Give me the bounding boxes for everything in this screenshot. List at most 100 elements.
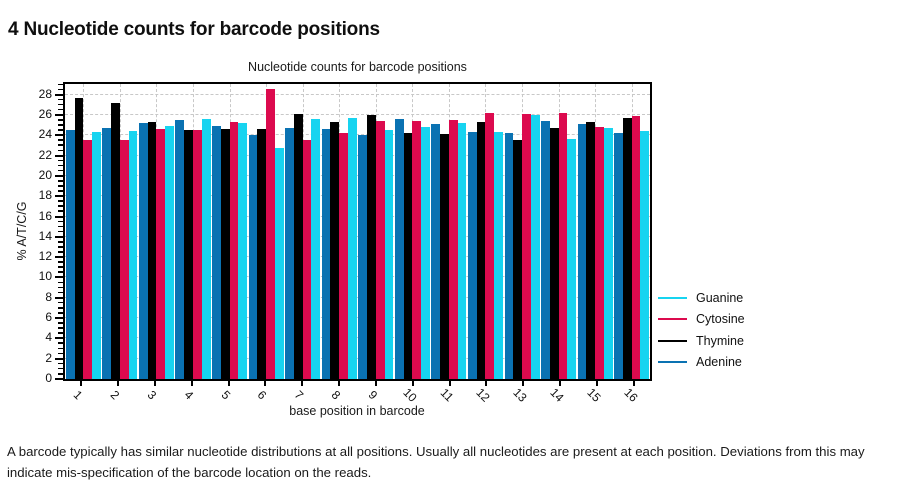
gridline-horizontal bbox=[65, 357, 650, 359]
y-tick-label: 18 bbox=[38, 188, 52, 203]
bar-cytosine-2 bbox=[119, 140, 129, 379]
bar-adenine-5 bbox=[212, 126, 221, 379]
bar-cytosine-6 bbox=[266, 88, 275, 379]
x-tick bbox=[227, 381, 230, 386]
x-tick bbox=[522, 381, 525, 386]
gridline-horizontal bbox=[65, 154, 650, 156]
y-minor-tick bbox=[58, 210, 63, 213]
bar-guanine-4 bbox=[201, 119, 211, 379]
y-tick bbox=[55, 195, 63, 198]
bar-guanine-6 bbox=[274, 148, 284, 379]
bar-cytosine-7 bbox=[302, 140, 312, 379]
bar-group-13 bbox=[504, 84, 541, 379]
y-tick-label: 0 bbox=[45, 371, 52, 385]
x-tick bbox=[448, 381, 451, 386]
x-tick-label: 1 bbox=[71, 387, 86, 403]
y-minor-tick bbox=[58, 124, 63, 126]
bar-group-16 bbox=[613, 84, 650, 379]
gridline-horizontal bbox=[65, 276, 650, 278]
bar-guanine-14 bbox=[567, 139, 577, 379]
y-tick bbox=[55, 235, 63, 238]
x-tick-label: 15 bbox=[584, 385, 604, 405]
x-tick-label: 3 bbox=[144, 387, 160, 403]
bar-cytosine-8 bbox=[339, 133, 348, 379]
y-minor-tick bbox=[58, 200, 63, 202]
bar-guanine-5 bbox=[238, 123, 248, 379]
y-tick-label: 4 bbox=[45, 330, 52, 345]
bar-thymine-16 bbox=[622, 118, 632, 379]
bar-group-9 bbox=[358, 84, 395, 379]
y-minor-tick bbox=[58, 251, 63, 253]
y-tick-label: 14 bbox=[38, 228, 52, 243]
bar-adenine-13 bbox=[504, 133, 514, 379]
y-tick-label: 20 bbox=[38, 167, 52, 182]
bar-adenine-11 bbox=[431, 124, 441, 379]
y-tick bbox=[55, 154, 63, 157]
legend-label: Adenine bbox=[696, 355, 742, 370]
gridline-horizontal bbox=[65, 256, 650, 258]
gridline-horizontal bbox=[65, 195, 650, 197]
bar-guanine-13 bbox=[530, 114, 540, 379]
bar-group-10 bbox=[394, 84, 431, 379]
y-axis-label: % A/T/C/G bbox=[15, 201, 29, 261]
bar-group-7 bbox=[284, 84, 321, 379]
bar-adenine-10 bbox=[394, 119, 404, 379]
y-minor-tick bbox=[58, 88, 63, 91]
x-tick bbox=[411, 381, 414, 386]
bar-thymine-8 bbox=[330, 122, 340, 379]
y-minor-tick bbox=[58, 108, 63, 111]
bar-group-12 bbox=[467, 84, 504, 379]
bar-thymine-13 bbox=[513, 140, 523, 379]
y-minor-tick bbox=[58, 372, 63, 375]
bar-cytosine-14 bbox=[558, 112, 568, 379]
bar-group-14 bbox=[540, 84, 577, 379]
bar-cytosine-4 bbox=[192, 130, 202, 379]
bar-cytosine-12 bbox=[485, 112, 495, 379]
y-minor-tick bbox=[58, 185, 63, 187]
y-minor-tick bbox=[58, 98, 63, 101]
x-tick-label: 13 bbox=[510, 385, 530, 405]
y-tick bbox=[55, 113, 63, 116]
x-tick-label: 14 bbox=[547, 385, 567, 405]
y-minor-tick bbox=[58, 342, 63, 345]
y-tick-label: 28 bbox=[38, 86, 52, 101]
bar-adenine-9 bbox=[358, 135, 368, 379]
x-tick-label: 11 bbox=[437, 385, 456, 405]
y-minor-tick bbox=[58, 362, 63, 365]
bar-adenine-6 bbox=[248, 135, 258, 379]
y-minor-tick bbox=[58, 306, 63, 309]
bar-cytosine-3 bbox=[156, 129, 166, 379]
y-minor-tick bbox=[58, 139, 63, 141]
bar-guanine-12 bbox=[494, 132, 503, 379]
x-tick bbox=[338, 381, 341, 386]
bar-guanine-3 bbox=[165, 126, 174, 379]
bar-adenine-14 bbox=[541, 121, 550, 379]
bar-thymine-3 bbox=[147, 122, 157, 379]
legend: Guanine Cytosine Thymine Adenine bbox=[658, 287, 745, 373]
y-minor-tick bbox=[58, 169, 63, 172]
bar-cytosine-13 bbox=[522, 113, 531, 379]
x-tick-label: 12 bbox=[473, 385, 494, 405]
bar-thymine-11 bbox=[440, 134, 449, 379]
bar-group-1 bbox=[65, 84, 102, 379]
bar-guanine-9 bbox=[384, 130, 394, 379]
bar-cytosine-9 bbox=[375, 121, 385, 379]
y-minor-tick bbox=[58, 225, 63, 228]
x-tick-label: 8 bbox=[328, 387, 344, 403]
gridline-horizontal bbox=[65, 134, 650, 136]
y-minor-tick bbox=[58, 220, 63, 223]
x-tick-label: 9 bbox=[365, 387, 381, 403]
gridline-horizontal bbox=[65, 235, 650, 237]
y-minor-tick bbox=[58, 367, 63, 370]
legend-swatch-guanine bbox=[658, 296, 687, 299]
plot-area bbox=[63, 82, 652, 381]
y-minor-tick bbox=[58, 205, 63, 207]
bar-thymine-2 bbox=[111, 102, 120, 379]
y-tick bbox=[55, 174, 63, 177]
y-minor-tick bbox=[58, 327, 63, 329]
x-tick bbox=[595, 381, 598, 386]
bar-guanine-11 bbox=[457, 123, 467, 379]
legend-item-thymine: Thymine bbox=[658, 330, 745, 352]
footer-text: A barcode typically has similar nucleoti… bbox=[7, 444, 865, 480]
bar-cytosine-5 bbox=[229, 122, 239, 379]
